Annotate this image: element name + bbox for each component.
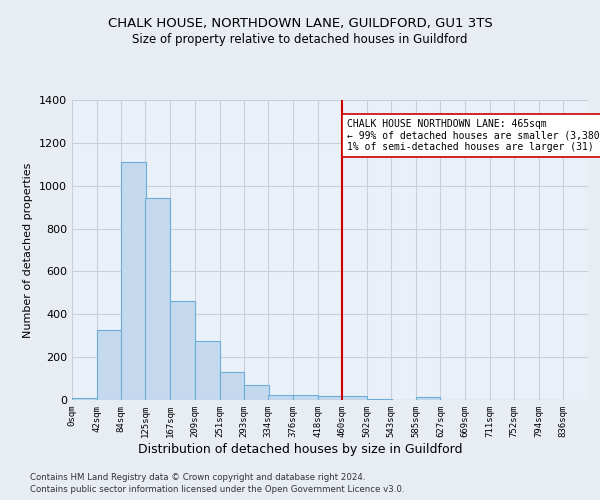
Y-axis label: Number of detached properties: Number of detached properties: [23, 162, 34, 338]
Bar: [343, 396, 367, 400]
Bar: [416, 398, 440, 400]
Text: Distribution of detached houses by size in Guildford: Distribution of detached houses by size …: [138, 442, 462, 456]
Bar: [268, 394, 293, 400]
Bar: [121, 162, 146, 400]
Text: Size of property relative to detached houses in Guildford: Size of property relative to detached ho…: [132, 32, 468, 46]
Bar: [145, 198, 170, 400]
Bar: [317, 396, 343, 400]
Bar: [72, 398, 97, 400]
Text: CHALK HOUSE NORTHDOWN LANE: 465sqm
← 99% of detached houses are smaller (3,380)
: CHALK HOUSE NORTHDOWN LANE: 465sqm ← 99%…: [347, 120, 600, 152]
Text: Contains public sector information licensed under the Open Government Licence v3: Contains public sector information licen…: [30, 485, 404, 494]
Text: CHALK HOUSE, NORTHDOWN LANE, GUILDFORD, GU1 3TS: CHALK HOUSE, NORTHDOWN LANE, GUILDFORD, …: [107, 18, 493, 30]
Bar: [293, 394, 317, 400]
Bar: [244, 386, 269, 400]
Text: Contains HM Land Registry data © Crown copyright and database right 2024.: Contains HM Land Registry data © Crown c…: [30, 472, 365, 482]
Bar: [195, 341, 220, 400]
Bar: [97, 330, 121, 400]
Bar: [170, 302, 195, 400]
Bar: [220, 372, 244, 400]
Bar: [367, 399, 392, 400]
